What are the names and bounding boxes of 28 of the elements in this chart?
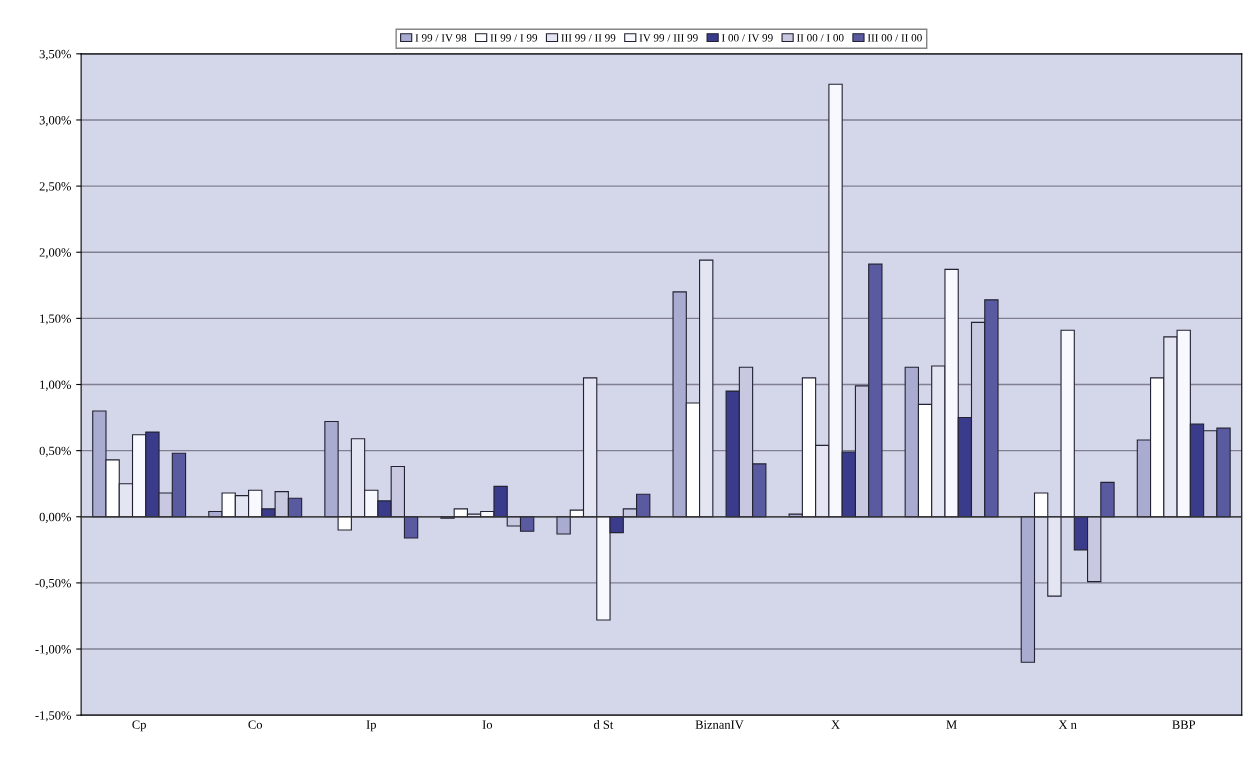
y-tick-label: 3,50% bbox=[39, 49, 71, 61]
x-tick-label: X bbox=[831, 720, 840, 729]
y-tick-label: 0,50% bbox=[39, 446, 71, 457]
x-tick-label: BBP bbox=[1172, 720, 1196, 729]
legend-label: I 00 / IV 99 bbox=[721, 34, 773, 42]
x-tick-label: Co bbox=[248, 720, 263, 729]
legend-label: II 00 / I 00 bbox=[796, 34, 844, 42]
y-tick-label: 0,00% bbox=[39, 512, 71, 524]
x-tick-label: M bbox=[946, 720, 957, 729]
x-tick-label: Cp bbox=[132, 720, 146, 732]
y-tick-label: 3,00% bbox=[39, 115, 71, 127]
y-tick-label: -1,50% bbox=[35, 711, 71, 722]
y-tick-label: -0,50% bbox=[35, 578, 71, 590]
x-tick-label: Ip bbox=[366, 720, 376, 732]
x-tick-label: X n bbox=[1058, 720, 1077, 729]
x-tick-label: d St bbox=[593, 720, 614, 729]
legend-label: IV 99 / III 99 bbox=[639, 34, 698, 42]
legend-label: III 99 / II 99 bbox=[561, 34, 616, 42]
legend-label: I 99 / IV 98 bbox=[415, 34, 467, 42]
legend-label: II 99 / I 99 bbox=[490, 34, 538, 42]
y-tick-label: 1,50% bbox=[40, 314, 71, 325]
y-tick-label: -1,00% bbox=[35, 645, 71, 656]
x-tick-label: BiznanIV bbox=[695, 720, 744, 729]
legend-label: III 00 / II 00 bbox=[867, 34, 922, 42]
y-tick-label: 2,50% bbox=[39, 182, 71, 193]
y-tick-label: 1,00% bbox=[40, 380, 71, 391]
y-tick-label: 2,00% bbox=[39, 248, 71, 259]
x-tick-label: Io bbox=[482, 720, 493, 729]
